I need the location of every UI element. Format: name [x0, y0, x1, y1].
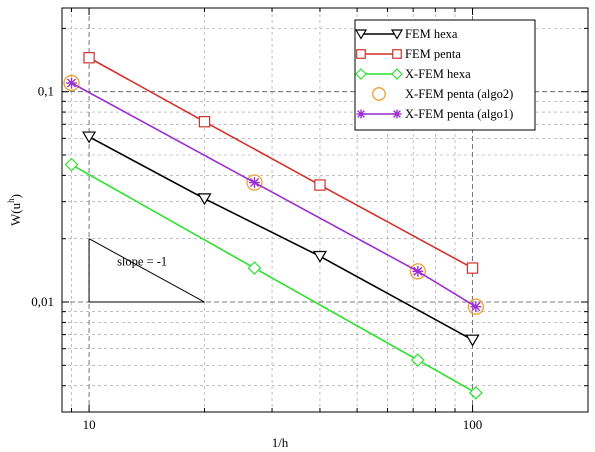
marker-triangle: [354, 29, 368, 40]
legend-label: X-FEM penta (algo1): [405, 107, 513, 121]
marker-asterisk: [356, 109, 366, 119]
marker-asterisk: [249, 177, 260, 188]
axis-ticks: 10 100 0,01 0,1: [31, 8, 589, 432]
marker-asterisk-stroke: [357, 110, 365, 118]
marker-circle: [246, 174, 263, 191]
x-tick-label: 10: [83, 417, 96, 432]
legend: FEM hexa FEM penta X-FEM hexa X-FEM penta (…: [354, 19, 536, 131]
marker-triangle: [197, 193, 212, 206]
legend-item: X-FEM hexa: [355, 67, 471, 81]
marker-asterisk-stroke: [471, 302, 481, 312]
x-tick-label: 100: [463, 417, 483, 432]
marker-circle: [467, 298, 485, 315]
x-axis-label: 1/h: [272, 435, 289, 450]
y-axis-label-superscript: h: [6, 198, 16, 203]
slope-triangle: [88, 238, 205, 303]
slope-label: slope = -1: [117, 254, 167, 268]
y-axis-label: W(uh): [6, 194, 23, 226]
marker-square: [466, 262, 479, 274]
marker-square: [392, 49, 402, 59]
marker-square: [356, 49, 366, 59]
marker-triangle: [312, 250, 328, 263]
marker-asterisk-stroke: [66, 78, 77, 88]
marker-diamond: [355, 68, 367, 80]
marker-diamond: [64, 157, 79, 172]
marker-circle: [63, 74, 80, 92]
marker-asterisk: [66, 77, 77, 89]
series-4: [66, 77, 482, 313]
marker-square: [314, 179, 326, 191]
marker-diamond: [410, 353, 425, 367]
series-line: [71, 82, 477, 308]
marker-triangle: [390, 29, 404, 40]
marker-asterisk: [470, 301, 482, 313]
series-line: [71, 163, 477, 394]
marker-asterisk-stroke: [249, 177, 260, 188]
legend-label: FEM hexa: [405, 27, 458, 41]
y-axis-label-close: ): [8, 194, 23, 198]
marker-asterisk: [392, 109, 402, 119]
legend-label: X-FEM hexa: [405, 67, 471, 81]
marker-diamond: [391, 68, 403, 80]
legend-item: X-FEM penta (algo1): [356, 107, 513, 121]
y-tick-label: 0,01: [31, 294, 54, 309]
marker-square: [83, 52, 95, 64]
marker-triangle: [82, 131, 97, 144]
marker-asterisk: [412, 265, 424, 277]
slope-annotation: slope = -1: [88, 238, 205, 303]
series-3: [63, 74, 485, 315]
marker-diamond: [469, 385, 483, 400]
series-1: [83, 52, 479, 274]
series-line: [88, 57, 473, 269]
marker-circle: [409, 263, 427, 280]
legend-item: FEM penta: [356, 47, 461, 61]
series-0: [82, 131, 480, 347]
marker-triangle: [465, 334, 480, 347]
plot-frame: [61, 7, 589, 413]
marker-square: [198, 116, 211, 128]
y-tick-label: 0,1: [38, 84, 54, 99]
series-layer: [63, 52, 485, 400]
marker-asterisk-stroke: [393, 110, 401, 118]
legend-item: X-FEM penta (algo2): [372, 87, 513, 101]
series-line: [88, 136, 473, 341]
legend-box: [354, 19, 536, 131]
marker-diamond: [247, 261, 262, 275]
marker-circle: [372, 87, 386, 101]
legend-item: FEM hexa: [354, 27, 458, 41]
series-2: [64, 157, 483, 400]
marker-asterisk-stroke: [413, 266, 423, 276]
legend-label: X-FEM penta (algo2): [405, 87, 513, 101]
legend-label: FEM penta: [405, 47, 461, 61]
y-axis-label-main: W(u: [8, 202, 23, 226]
